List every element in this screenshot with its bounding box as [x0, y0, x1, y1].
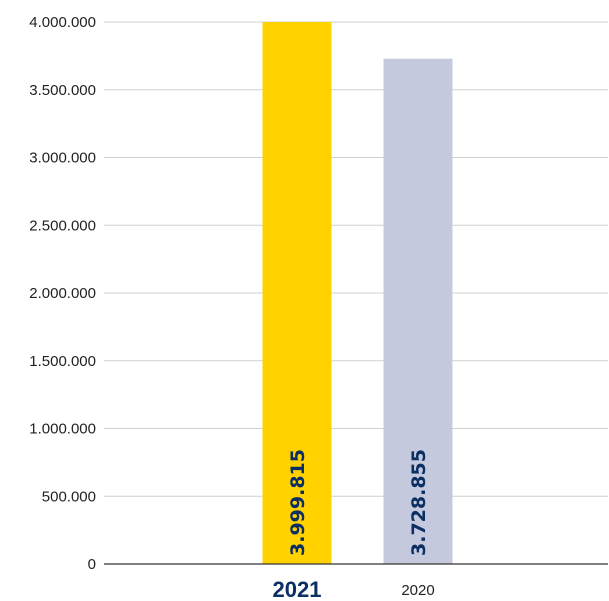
y-tick-label: 1.000.000 [29, 421, 96, 438]
bar-2021 [262, 22, 332, 564]
y-tick-label: 2.000.000 [29, 285, 96, 302]
bar-2020 [383, 58, 453, 565]
y-tick-label: 4.000.000 [29, 14, 96, 31]
bar-value-label: 3.999.815 [287, 449, 309, 556]
y-tick-label: 0 [88, 556, 96, 573]
y-tick-label: 3.000.000 [29, 150, 96, 167]
y-tick-label: 500.000 [42, 488, 96, 505]
y-tick-label: 3.500.000 [29, 82, 96, 99]
x-axis-category-labels: 2021 2020 [273, 577, 435, 601]
y-axis-tick-labels: 0 500.000 1.000.000 1.500.000 2.000.000 2.500… [29, 14, 96, 573]
x-category-label: 2020 [401, 582, 434, 599]
bar-value-label: 3.728.855 [408, 449, 430, 556]
bar-value-labels: 3.999.815 3.728.855 [287, 449, 430, 556]
y-tick-label: 1.500.000 [29, 353, 96, 370]
x-category-label: 2021 [273, 577, 322, 601]
y-tick-label: 2.500.000 [29, 217, 96, 234]
grid-lines [104, 21, 608, 497]
bars [262, 22, 453, 565]
